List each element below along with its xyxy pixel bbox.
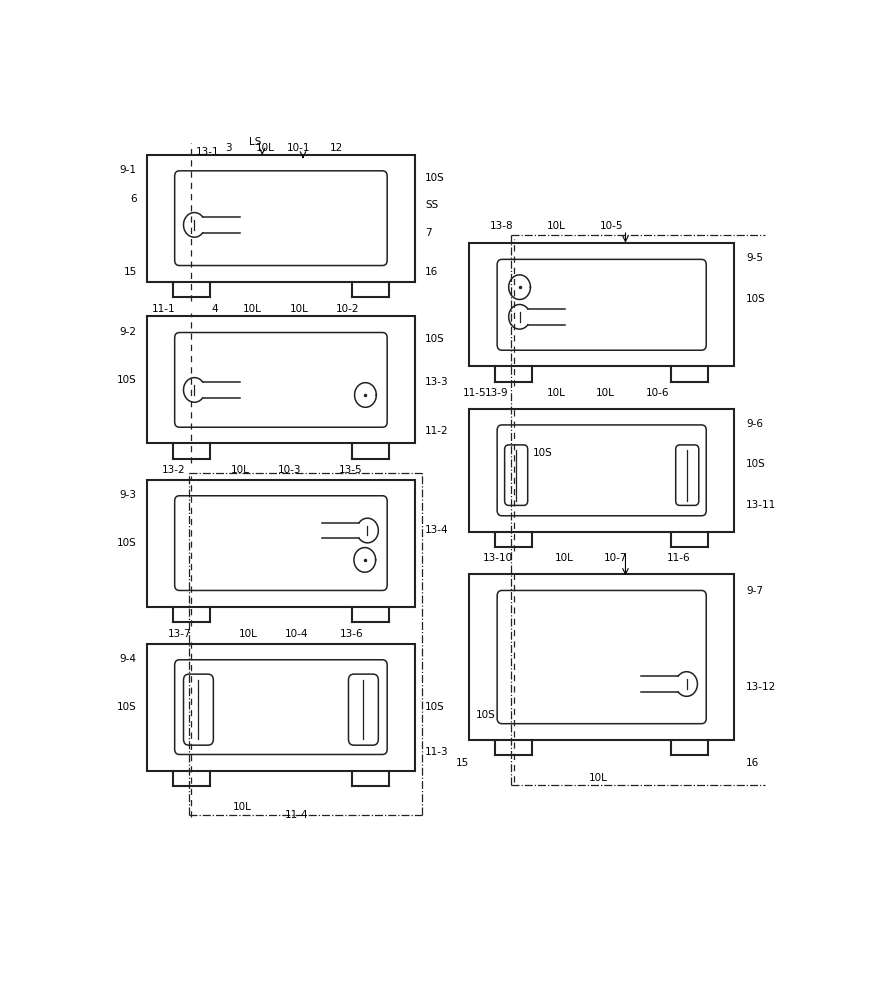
Text: 9-4: 9-4 xyxy=(120,654,137,664)
Text: 10L: 10L xyxy=(243,304,262,314)
Bar xyxy=(470,409,734,532)
Text: 13-6: 13-6 xyxy=(340,629,364,639)
Text: 12: 12 xyxy=(330,143,343,153)
Text: 10-3: 10-3 xyxy=(278,465,301,475)
Text: 10L: 10L xyxy=(290,304,309,314)
Text: LS: LS xyxy=(250,137,262,147)
Bar xyxy=(147,316,415,443)
Text: 10L: 10L xyxy=(589,773,608,783)
Bar xyxy=(147,480,415,607)
Text: 13-9: 13-9 xyxy=(484,388,508,398)
Bar xyxy=(470,574,734,740)
Text: 9-3: 9-3 xyxy=(120,490,137,500)
Text: 10S: 10S xyxy=(117,538,137,548)
Text: 13-3: 13-3 xyxy=(425,377,449,387)
Text: 10S: 10S xyxy=(425,334,445,344)
Text: 3: 3 xyxy=(225,143,231,153)
Text: 13-12: 13-12 xyxy=(746,682,776,692)
Text: 10S: 10S xyxy=(533,448,553,458)
Text: 10-7: 10-7 xyxy=(604,553,627,563)
Text: 10S: 10S xyxy=(425,173,445,183)
Text: 10-5: 10-5 xyxy=(600,221,624,231)
Text: 16: 16 xyxy=(746,758,759,768)
Text: 10S: 10S xyxy=(746,294,766,304)
Bar xyxy=(147,155,415,282)
Text: 10L: 10L xyxy=(547,388,566,398)
Text: 9-1: 9-1 xyxy=(120,165,137,175)
Text: 15: 15 xyxy=(124,267,137,277)
Text: 11-1: 11-1 xyxy=(152,304,175,314)
Text: 10S: 10S xyxy=(477,710,496,720)
Text: 16: 16 xyxy=(425,267,439,277)
Text: SS: SS xyxy=(425,200,439,210)
Text: 7: 7 xyxy=(425,228,432,238)
Text: 10L: 10L xyxy=(547,221,566,231)
Text: 13-7: 13-7 xyxy=(167,629,191,639)
Text: 10L: 10L xyxy=(596,388,615,398)
Bar xyxy=(470,243,734,366)
Text: 6: 6 xyxy=(130,194,137,204)
Text: 11-2: 11-2 xyxy=(425,426,449,436)
Text: 10-6: 10-6 xyxy=(646,388,670,398)
Text: 10L: 10L xyxy=(239,629,258,639)
Text: 11-6: 11-6 xyxy=(667,553,690,563)
Text: 10S: 10S xyxy=(117,702,137,712)
Text: 13-1: 13-1 xyxy=(196,147,220,157)
Text: 10S: 10S xyxy=(117,375,137,385)
Text: 10L: 10L xyxy=(256,143,275,153)
Text: 15: 15 xyxy=(456,758,469,768)
Text: 10S: 10S xyxy=(746,459,766,469)
Text: 10-1: 10-1 xyxy=(286,143,310,153)
Text: 11-4: 11-4 xyxy=(285,810,308,820)
Text: 9-2: 9-2 xyxy=(120,327,137,337)
Text: 11-3: 11-3 xyxy=(425,747,449,757)
Text: 13-11: 13-11 xyxy=(746,500,776,510)
Text: 13-10: 13-10 xyxy=(483,553,512,563)
Text: 10L: 10L xyxy=(555,553,574,563)
Text: 9-7: 9-7 xyxy=(746,586,763,596)
Text: 9-5: 9-5 xyxy=(746,253,763,263)
Text: 10-2: 10-2 xyxy=(336,304,359,314)
Text: 13-2: 13-2 xyxy=(162,465,186,475)
Text: 10-4: 10-4 xyxy=(285,629,308,639)
Text: 4: 4 xyxy=(211,304,218,314)
Text: 9-6: 9-6 xyxy=(746,419,763,429)
Text: 11-5: 11-5 xyxy=(463,388,486,398)
Text: 10S: 10S xyxy=(425,702,445,712)
Bar xyxy=(147,644,415,771)
Text: 10L: 10L xyxy=(231,465,250,475)
Text: 13-5: 13-5 xyxy=(339,465,363,475)
Text: 13-4: 13-4 xyxy=(425,525,449,535)
Text: 10L: 10L xyxy=(232,802,251,812)
Text: 13-8: 13-8 xyxy=(490,221,513,231)
